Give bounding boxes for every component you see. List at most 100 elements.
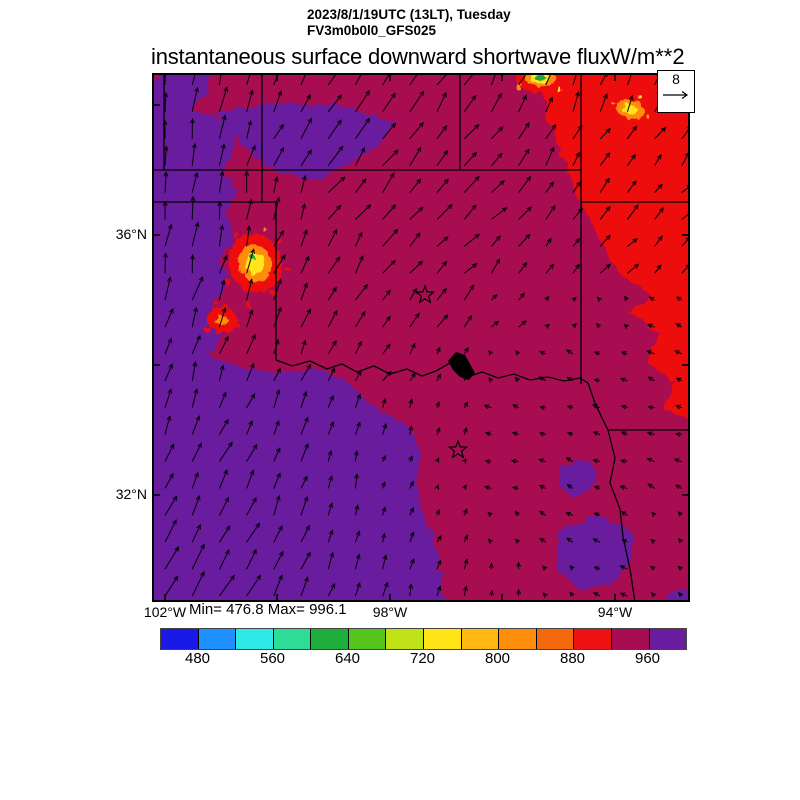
wind-arrow [654, 126, 667, 140]
colorbar-tick-label: 640 [334, 650, 361, 667]
wind-arrow [381, 397, 387, 408]
cloud-speckle [645, 114, 651, 120]
wind-arrow [565, 457, 574, 463]
wind-arrow [545, 123, 557, 140]
wind-arrow [435, 401, 441, 408]
wind-arrow [246, 119, 253, 139]
wind-arrow [572, 90, 580, 113]
wind-arrow [300, 202, 307, 220]
wind-arrow [646, 431, 655, 437]
wind-arrow [300, 363, 312, 382]
colorbar [160, 628, 687, 650]
wind-arrow [488, 562, 494, 570]
wind-arrow [436, 346, 441, 355]
wind-arrow [677, 565, 683, 571]
wind-arrow [538, 510, 547, 516]
wind-arrow [463, 346, 469, 355]
wind-arrow [463, 123, 480, 140]
wind-arrow [545, 73, 552, 86]
wind-reference-arrow-icon [663, 91, 689, 99]
wind-arrow [408, 583, 414, 597]
wind-arrow [626, 94, 634, 113]
cloud-speckle [205, 327, 211, 333]
colorbar-cell [273, 629, 312, 649]
cloud-speckle [638, 95, 642, 99]
wind-arrow [273, 254, 286, 274]
wind-arrow [566, 376, 574, 382]
wind-arrow [569, 565, 575, 571]
wind-arrow [511, 431, 519, 437]
wind-arrow [436, 73, 449, 86]
wind-arrow [595, 322, 601, 329]
wind-arrow [490, 235, 501, 247]
wind-arrow [354, 146, 365, 166]
wind-arrow [164, 545, 180, 570]
purple-region [557, 515, 634, 589]
wind-arrow [164, 307, 174, 328]
wind-arrow [327, 551, 335, 570]
wind-arrow [434, 457, 440, 463]
wind-arrow [463, 585, 468, 597]
wind-arrow [436, 287, 448, 301]
city-star-markers [414, 284, 469, 459]
wind-arrow [436, 373, 441, 382]
wind-arrow [487, 511, 493, 517]
wind-arrow [382, 73, 391, 86]
wind-arrow [462, 374, 468, 382]
wind-arrow [273, 367, 281, 382]
wind-arrow [545, 237, 552, 247]
wind-arrow [619, 377, 628, 383]
wind-arrow [461, 458, 467, 464]
wind-arrow [327, 145, 344, 167]
wind-arrow [246, 548, 257, 570]
wind-arrow [246, 278, 254, 301]
wind-arrow [483, 404, 492, 409]
wind-arrow [327, 529, 334, 543]
wind-arrow [382, 289, 391, 301]
wind-arrow [327, 204, 342, 220]
wind-arrow [654, 153, 662, 166]
wind-arrow [621, 539, 628, 544]
colorbar-cell [424, 629, 462, 649]
wind-arrow [382, 315, 391, 328]
wind-arrow [566, 537, 574, 543]
wind-arrow [382, 122, 397, 140]
wind-arrow [463, 284, 475, 301]
wind-arrow [436, 535, 442, 543]
wind-arrow [327, 228, 338, 247]
cloud-speckle [246, 302, 252, 308]
wind-arrow [300, 93, 311, 113]
cloud-layer-blob [623, 103, 637, 115]
map-plot-area [152, 73, 690, 602]
flux-field-high-region [152, 73, 690, 602]
wind-arrow [191, 570, 205, 597]
wind-arrow [654, 207, 664, 220]
wind-arrow [246, 496, 257, 516]
wind-arrow [408, 455, 413, 462]
wind-arrow [463, 534, 469, 543]
wind-arrow [593, 351, 601, 356]
wind-arrow [516, 588, 522, 597]
cloud-speckle [224, 304, 228, 308]
wind-arrow [354, 177, 367, 193]
wind-arrow [675, 296, 683, 302]
wind-arrow [436, 236, 449, 247]
wind-arrow [218, 335, 229, 355]
wind-arrow [382, 204, 397, 220]
wind-arrow [650, 591, 657, 598]
wind-arrow [538, 376, 547, 382]
wind-arrow [300, 229, 308, 247]
wind-arrow [327, 286, 337, 301]
wind-arrow [545, 263, 555, 274]
wind-arrow [354, 283, 369, 301]
wind-arrow [626, 125, 638, 140]
wind-arrow [409, 146, 422, 166]
wind-arrow [191, 471, 199, 489]
wind-arrow [435, 426, 441, 435]
colorbar-labels: 480 560 640 720 800 880 960 [160, 650, 685, 668]
wind-arrow [162, 200, 168, 220]
wind-arrow [435, 508, 441, 516]
wind-arrow [409, 480, 414, 489]
purple-region [152, 73, 444, 602]
wind-arrow [545, 181, 555, 193]
